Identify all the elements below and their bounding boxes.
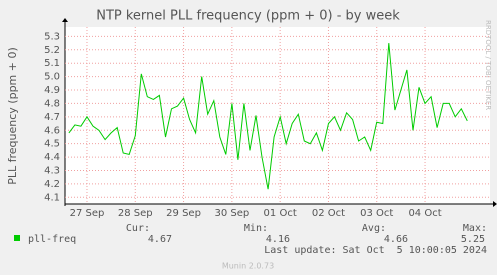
x-tick-label: 03 Oct [360,208,393,219]
side-text: RRDTOOL / TOBI OETIKER [484,20,492,110]
stats-header: Min: [244,223,268,234]
x-tick-label: 30 Sep [214,208,249,219]
y-tick-label: 4.8 [44,98,60,109]
y-axis-label: PLL frequency (ppm + 0) [6,47,19,185]
stats-header: Max: [463,223,487,234]
x-tick-label: 01 Oct [264,208,297,219]
y-tick-label: 5.1 [44,58,60,69]
y-tick-label: 5.3 [44,31,60,42]
y-tick-label: 4.3 [44,165,60,176]
chart-title: NTP kernel PLL frequency (ppm + 0) - by … [96,9,400,24]
legend-swatch [14,235,20,241]
x-axis-arrow [493,201,497,207]
y-tick-label: 5.2 [44,45,60,56]
footer: Munin 2.0.73 [222,262,274,271]
x-tick-label: 27 Sep [70,208,105,219]
y-tick-label: 4.5 [44,139,60,150]
y-tick-label: 4.1 [44,192,60,203]
stats-value: 4.67 [148,234,172,245]
stats-header: Cur: [126,223,150,234]
stats-header: Avg: [362,223,386,234]
y-tick-label: 4.7 [44,112,60,123]
data-line [68,43,468,190]
last-update: Last update: Sat Oct 5 10:00:05 2024 [264,245,487,256]
plot-area [65,27,490,204]
y-tick-label: 4.2 [44,179,60,190]
x-tick-label: 02 Oct [312,208,345,219]
y-tick-label: 4.6 [44,125,60,136]
x-tick-label: 28 Sep [118,208,153,219]
y-tick-label: 5.0 [44,72,60,83]
stats-value: 5.25 [461,234,485,245]
stats-value: 4.16 [266,234,290,245]
y-axis-arrow [62,18,68,22]
legend-label: pll-freq [28,234,76,245]
y-tick-label: 4.4 [44,152,60,163]
stats-value: 4.66 [384,234,408,245]
x-tick-label: 04 Oct [408,208,441,219]
y-tick-label: 4.9 [44,85,60,96]
x-tick-label: 29 Sep [166,208,201,219]
